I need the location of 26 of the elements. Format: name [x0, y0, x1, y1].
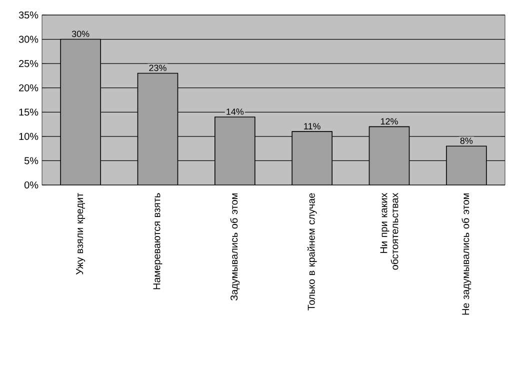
x-tick-label: Ужу взяли кредит — [76, 192, 86, 275]
x-tick-label: Не задумывались об этом — [462, 193, 472, 315]
y-tick-label: 5% — [24, 157, 38, 164]
bar — [60, 38, 101, 185]
y-tick-label: 10% — [19, 132, 38, 140]
y-tick-label: 35% — [18, 11, 38, 19]
bar — [446, 146, 487, 185]
data-label: 11% — [304, 123, 320, 130]
y-tick-label: 0% — [24, 181, 38, 189]
y-tick-label: 25% — [19, 60, 38, 68]
y-tick-label: 30% — [18, 36, 38, 43]
y-tick-label: 20% — [19, 84, 38, 92]
data-label: 30% — [72, 30, 90, 38]
data-label: 23% — [149, 64, 166, 72]
data-label: 8% — [460, 138, 473, 144]
data-label: 14% — [226, 108, 244, 115]
y-tick-label: 15% — [19, 108, 38, 116]
bar — [292, 131, 332, 185]
x-tick-label: Только в крайнем случае — [307, 193, 317, 310]
bar — [137, 72, 178, 185]
bar — [214, 116, 256, 185]
x-tick-label: Ни при каких обстоятельствах — [380, 192, 398, 270]
bar — [368, 126, 410, 185]
data-label: 12% — [380, 118, 398, 125]
x-tick-label: Задумывались об этом — [230, 193, 240, 301]
x-tick-label: Намереваются взять — [153, 193, 162, 290]
